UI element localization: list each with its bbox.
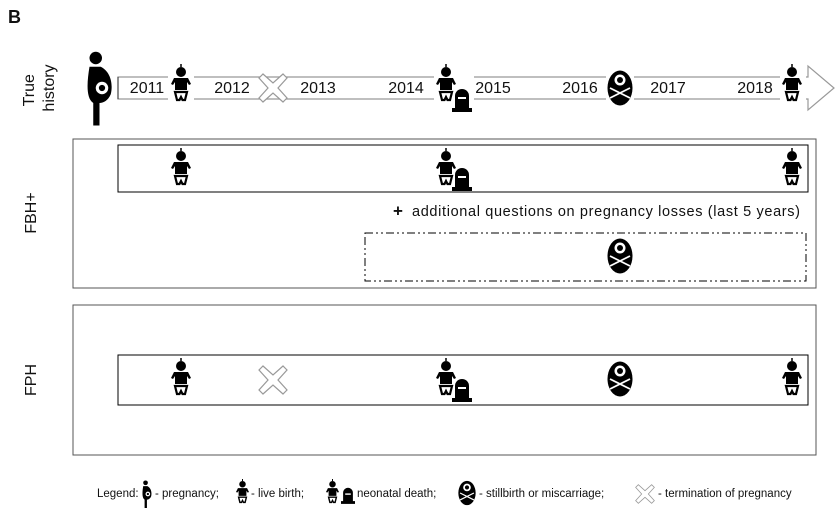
legend-title: Legend: bbox=[97, 488, 139, 500]
year: 2013 bbox=[300, 80, 336, 97]
legend-item: neonatal death; bbox=[357, 488, 436, 500]
live-birth-icon bbox=[171, 148, 191, 186]
termination-icon bbox=[258, 365, 288, 395]
row-label: FPH bbox=[23, 364, 40, 396]
row-label: FBH+ bbox=[23, 192, 40, 233]
history-box bbox=[117, 354, 809, 406]
history-box bbox=[117, 144, 809, 193]
live-birth-icon bbox=[436, 148, 456, 186]
note-prefix: + bbox=[393, 201, 403, 220]
legend-icon bbox=[326, 479, 339, 504]
year: 2017 bbox=[650, 80, 686, 97]
timeline-arrow bbox=[117, 64, 835, 112]
year: 2016 bbox=[562, 80, 598, 97]
legend-icon bbox=[341, 487, 355, 504]
year: 2011 bbox=[130, 80, 165, 97]
stillbirth-icon bbox=[607, 238, 633, 274]
panel bbox=[72, 138, 817, 289]
row-label-line: True bbox=[21, 74, 38, 106]
panel bbox=[72, 304, 817, 456]
row-label: True history bbox=[21, 64, 58, 111]
grave-icon bbox=[452, 379, 472, 402]
panel-label: B bbox=[8, 7, 21, 27]
pregnancy-icon bbox=[87, 51, 112, 126]
legend-item: - pregnancy; bbox=[155, 488, 219, 500]
legend-item: - live birth; bbox=[251, 488, 304, 500]
legend-item: - termination of pregnancy bbox=[658, 488, 792, 500]
stillbirth-icon bbox=[607, 361, 633, 397]
row-label-line: history bbox=[41, 64, 58, 111]
stillbirth-icon bbox=[607, 70, 633, 106]
legend-icon bbox=[458, 480, 476, 506]
live-birth-icon bbox=[782, 148, 802, 186]
legend-icon bbox=[635, 484, 655, 504]
year: 2015 bbox=[475, 80, 511, 97]
note: additional questions on pregnancy losses… bbox=[412, 204, 800, 220]
legend-icon bbox=[236, 479, 249, 504]
year: 2014 bbox=[388, 80, 424, 97]
year: 2018 bbox=[737, 80, 773, 97]
live-birth-icon bbox=[171, 358, 191, 396]
live-birth-icon bbox=[782, 358, 802, 396]
losses-box bbox=[364, 232, 807, 282]
legend-item: - stillbirth or miscarriage; bbox=[479, 488, 604, 500]
live-birth-icon bbox=[436, 358, 456, 396]
legend-icon bbox=[142, 480, 152, 508]
grave-icon bbox=[452, 168, 472, 191]
year: 2012 bbox=[214, 80, 250, 97]
